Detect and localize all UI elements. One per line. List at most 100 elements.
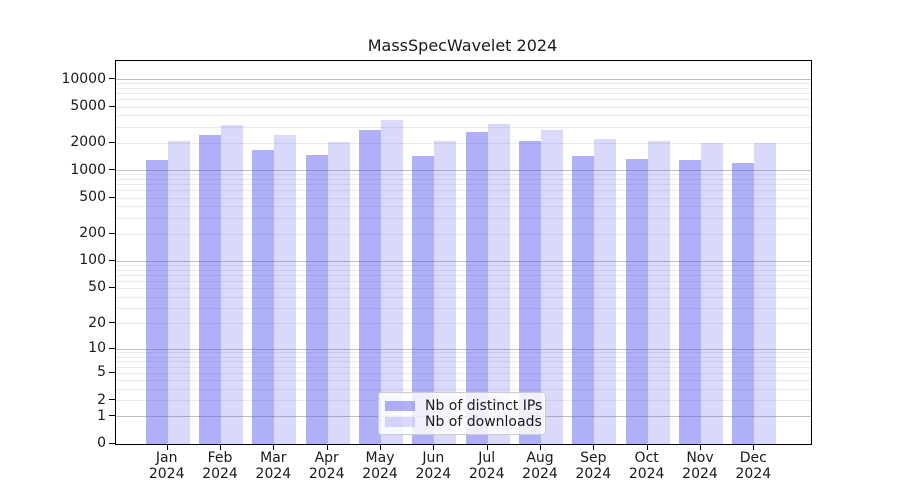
x-axis-tick-mark — [380, 444, 382, 450]
x-axis-tick-mark — [646, 444, 648, 450]
y-axis-tick-label: 2 — [97, 391, 106, 408]
gridline — [116, 87, 811, 89]
gridline — [116, 323, 811, 325]
y-axis-tick-label: 10000 — [61, 70, 106, 87]
gridline — [116, 170, 811, 172]
gridline — [116, 197, 811, 199]
bar-downloads-may — [381, 120, 404, 444]
x-axis-month-name: Jun — [422, 450, 445, 466]
y-axis-tick-mark — [109, 78, 116, 80]
gridline — [116, 296, 811, 298]
y-axis-tick-mark — [109, 169, 116, 171]
x-axis-year: 2024 — [202, 465, 238, 482]
y-axis-tick-mark — [109, 105, 116, 107]
x-axis-year: 2024 — [308, 465, 345, 482]
y-axis-tick-mark — [109, 347, 116, 349]
bar-distinct-ips-aug — [519, 141, 541, 444]
x-axis-month-label: Oct 2024 — [615, 450, 679, 482]
gridline — [116, 265, 811, 267]
gridline — [116, 361, 811, 363]
bar-distinct-ips-feb — [199, 135, 222, 444]
y-axis-tick-mark — [109, 442, 116, 444]
x-axis-month-name: Mar — [260, 450, 287, 466]
x-axis-month-label: Dec 2024 — [721, 450, 785, 482]
gridline — [116, 174, 811, 176]
legend-swatch-downloads-icon — [385, 417, 415, 427]
gridline — [116, 93, 811, 95]
gridline — [116, 356, 811, 358]
x-axis-month-name: Oct — [634, 450, 659, 466]
bar-downloads-nov — [701, 142, 723, 444]
bar-distinct-ips-oct — [625, 159, 648, 444]
y-axis-tick-mark — [109, 415, 116, 417]
bar-downloads-feb — [221, 124, 244, 444]
y-axis-tick-mark — [109, 286, 116, 288]
legend-label-distinct-ips: Nb of distinct IPs — [425, 398, 543, 414]
y-axis-tick-mark — [109, 141, 116, 143]
x-axis-month-label: Apr 2024 — [295, 450, 359, 482]
gridline — [116, 106, 811, 108]
x-axis-tick-mark — [433, 444, 435, 450]
bar-distinct-ips-may — [359, 129, 382, 444]
bar-distinct-ips-jul — [465, 132, 488, 444]
x-axis-month-name: Jan — [155, 450, 178, 466]
x-axis-year: 2024 — [415, 465, 452, 482]
x-axis-tick-mark — [220, 444, 222, 450]
gridline — [116, 99, 811, 101]
bar-downloads-jun — [434, 141, 457, 444]
gridline — [116, 352, 811, 354]
bar-distinct-ips-sep — [572, 155, 595, 444]
x-axis-month-label: Feb 2024 — [188, 450, 252, 482]
x-axis-tick-mark — [273, 444, 275, 450]
y-axis-tick-label: 200 — [79, 225, 106, 242]
gridline — [116, 274, 811, 276]
y-axis-tick-label: 10 — [88, 340, 106, 357]
legend-item-downloads: Nb of downloads — [385, 414, 542, 430]
x-axis-month-name: Feb — [207, 450, 233, 466]
y-axis-tick-label: 5 — [97, 364, 106, 381]
bar-downloads-aug — [541, 129, 563, 444]
bar-downloads-jul — [487, 123, 510, 444]
gridline — [116, 142, 811, 144]
y-axis-tick-label: 20 — [88, 314, 106, 331]
legend-swatch-distinct-ips-icon — [385, 401, 415, 411]
y-axis-tick-mark — [109, 371, 116, 373]
x-axis-year: 2024 — [522, 465, 558, 482]
y-axis-tick-label: 500 — [79, 189, 106, 206]
bar-distinct-ips-mar — [252, 150, 275, 444]
gridline — [116, 379, 811, 381]
x-axis-year: 2024 — [468, 465, 505, 482]
y-axis-tick-label: 1000 — [70, 161, 106, 178]
chart-title: MassSpecWavelet 2024 — [367, 36, 558, 55]
x-axis-month-label: Sep 2024 — [561, 450, 625, 482]
x-axis-month-name: Nov — [686, 450, 714, 466]
x-axis-year: 2024 — [362, 465, 398, 482]
x-axis-tick-mark — [700, 444, 701, 450]
bar-downloads-apr — [327, 142, 350, 444]
y-axis-tick-mark — [109, 232, 116, 234]
y-axis-tick-label: 100 — [79, 252, 106, 269]
legend-item-distinct-ips: Nb of distinct IPs — [385, 398, 543, 414]
bar-downloads-mar — [274, 135, 297, 444]
gridline — [116, 348, 811, 350]
y-axis-tick-label: 0 — [97, 435, 106, 451]
x-axis-tick-mark — [326, 444, 328, 450]
x-axis-tick-mark — [540, 444, 541, 450]
x-axis-year: 2024 — [628, 465, 665, 482]
bar-downloads-dec — [754, 143, 777, 444]
bar-distinct-ips-jun — [412, 155, 435, 444]
gridline — [116, 280, 811, 282]
x-axis-year: 2024 — [575, 465, 612, 482]
gridline — [116, 372, 811, 374]
x-axis-month-label: May 2024 — [348, 450, 412, 482]
x-axis-month-name: Apr — [314, 450, 339, 466]
x-axis-month-name: Aug — [526, 450, 554, 466]
gridline — [116, 178, 811, 180]
bar-downloads-jan — [167, 141, 190, 444]
bar-distinct-ips-nov — [679, 160, 701, 444]
y-axis-tick-label: 50 — [88, 279, 106, 296]
gridline — [116, 126, 811, 128]
x-axis-month-name: Dec — [739, 450, 767, 466]
x-axis-month-label: Mar 2024 — [241, 450, 305, 482]
